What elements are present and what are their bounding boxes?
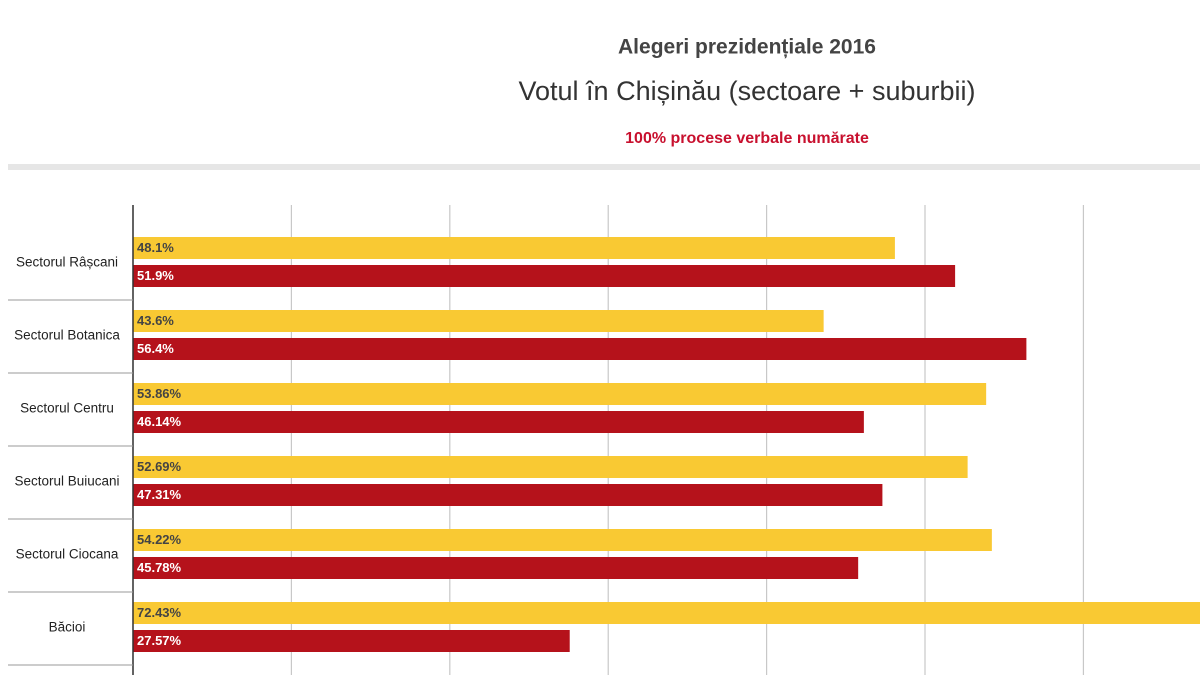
annotation: 100% procese verbale numărate	[625, 130, 869, 147]
bar	[133, 456, 968, 478]
category-label: Sectorul Râșcani	[16, 255, 118, 270]
bar	[133, 529, 992, 551]
bar	[133, 630, 570, 652]
category-label: Băcioi	[49, 620, 86, 635]
value-label: 46.14%	[137, 414, 182, 429]
bar	[133, 411, 864, 433]
value-label: 54.22%	[137, 532, 182, 547]
value-label: 27.57%	[137, 633, 182, 648]
category-label: Sectorul Ciocana	[16, 547, 119, 562]
chart-title: Alegeri prezidențiale 2016	[618, 36, 876, 59]
bar	[133, 383, 987, 405]
plot-area	[133, 237, 1200, 652]
category-label: Sectorul Centru	[20, 401, 114, 416]
value-label: 43.6%	[137, 313, 174, 328]
bar	[133, 484, 883, 506]
bar	[133, 557, 859, 579]
bar	[133, 602, 1200, 624]
value-label: 48.1%	[137, 240, 174, 255]
value-label: 56.4%	[137, 341, 174, 356]
bar	[133, 265, 956, 287]
value-label: 52.69%	[137, 459, 182, 474]
bar	[133, 338, 1027, 360]
value-label: 72.43%	[137, 605, 182, 620]
bar	[133, 310, 824, 332]
category-label: Sectorul Botanica	[14, 328, 120, 343]
chart-subtitle: Votul în Chișinău (sectoare + suburbii)	[519, 76, 976, 106]
bar	[133, 237, 895, 259]
value-label: 45.78%	[137, 560, 182, 575]
divider	[8, 164, 1200, 170]
value-label: 51.9%	[137, 268, 174, 283]
value-label: 47.31%	[137, 487, 182, 502]
value-label: 53.86%	[137, 386, 182, 401]
category-label: Sectorul Buiucani	[14, 474, 119, 489]
